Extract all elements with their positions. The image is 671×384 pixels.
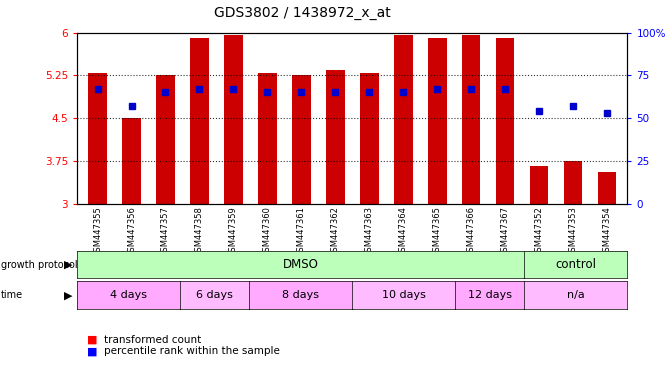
Bar bbox=[156, 75, 175, 204]
Bar bbox=[360, 73, 378, 204]
Bar bbox=[190, 38, 209, 204]
Text: ■: ■ bbox=[87, 346, 98, 356]
Text: control: control bbox=[556, 258, 597, 271]
Bar bbox=[224, 35, 243, 204]
Bar bbox=[88, 73, 107, 204]
Text: ▶: ▶ bbox=[64, 260, 72, 270]
Bar bbox=[462, 35, 480, 204]
Text: 12 days: 12 days bbox=[468, 290, 512, 300]
Text: 8 days: 8 days bbox=[282, 290, 319, 300]
Text: percentile rank within the sample: percentile rank within the sample bbox=[104, 346, 280, 356]
Bar bbox=[394, 35, 413, 204]
Text: DMSO: DMSO bbox=[282, 258, 319, 271]
Text: ■: ■ bbox=[87, 335, 98, 345]
Text: GDS3802 / 1438972_x_at: GDS3802 / 1438972_x_at bbox=[213, 6, 391, 20]
Text: ▶: ▶ bbox=[64, 290, 72, 300]
Text: growth protocol: growth protocol bbox=[1, 260, 77, 270]
Bar bbox=[598, 172, 617, 204]
Bar bbox=[292, 75, 311, 204]
Text: transformed count: transformed count bbox=[104, 335, 201, 345]
Text: 10 days: 10 days bbox=[382, 290, 426, 300]
Text: time: time bbox=[1, 290, 23, 300]
Text: n/a: n/a bbox=[567, 290, 584, 300]
Text: 6 days: 6 days bbox=[197, 290, 233, 300]
Bar bbox=[529, 167, 548, 204]
Bar bbox=[326, 70, 345, 204]
Text: 4 days: 4 days bbox=[110, 290, 147, 300]
Bar bbox=[428, 38, 446, 204]
Bar bbox=[258, 73, 276, 204]
Bar bbox=[564, 161, 582, 204]
Bar bbox=[496, 38, 515, 204]
Bar bbox=[122, 118, 141, 204]
